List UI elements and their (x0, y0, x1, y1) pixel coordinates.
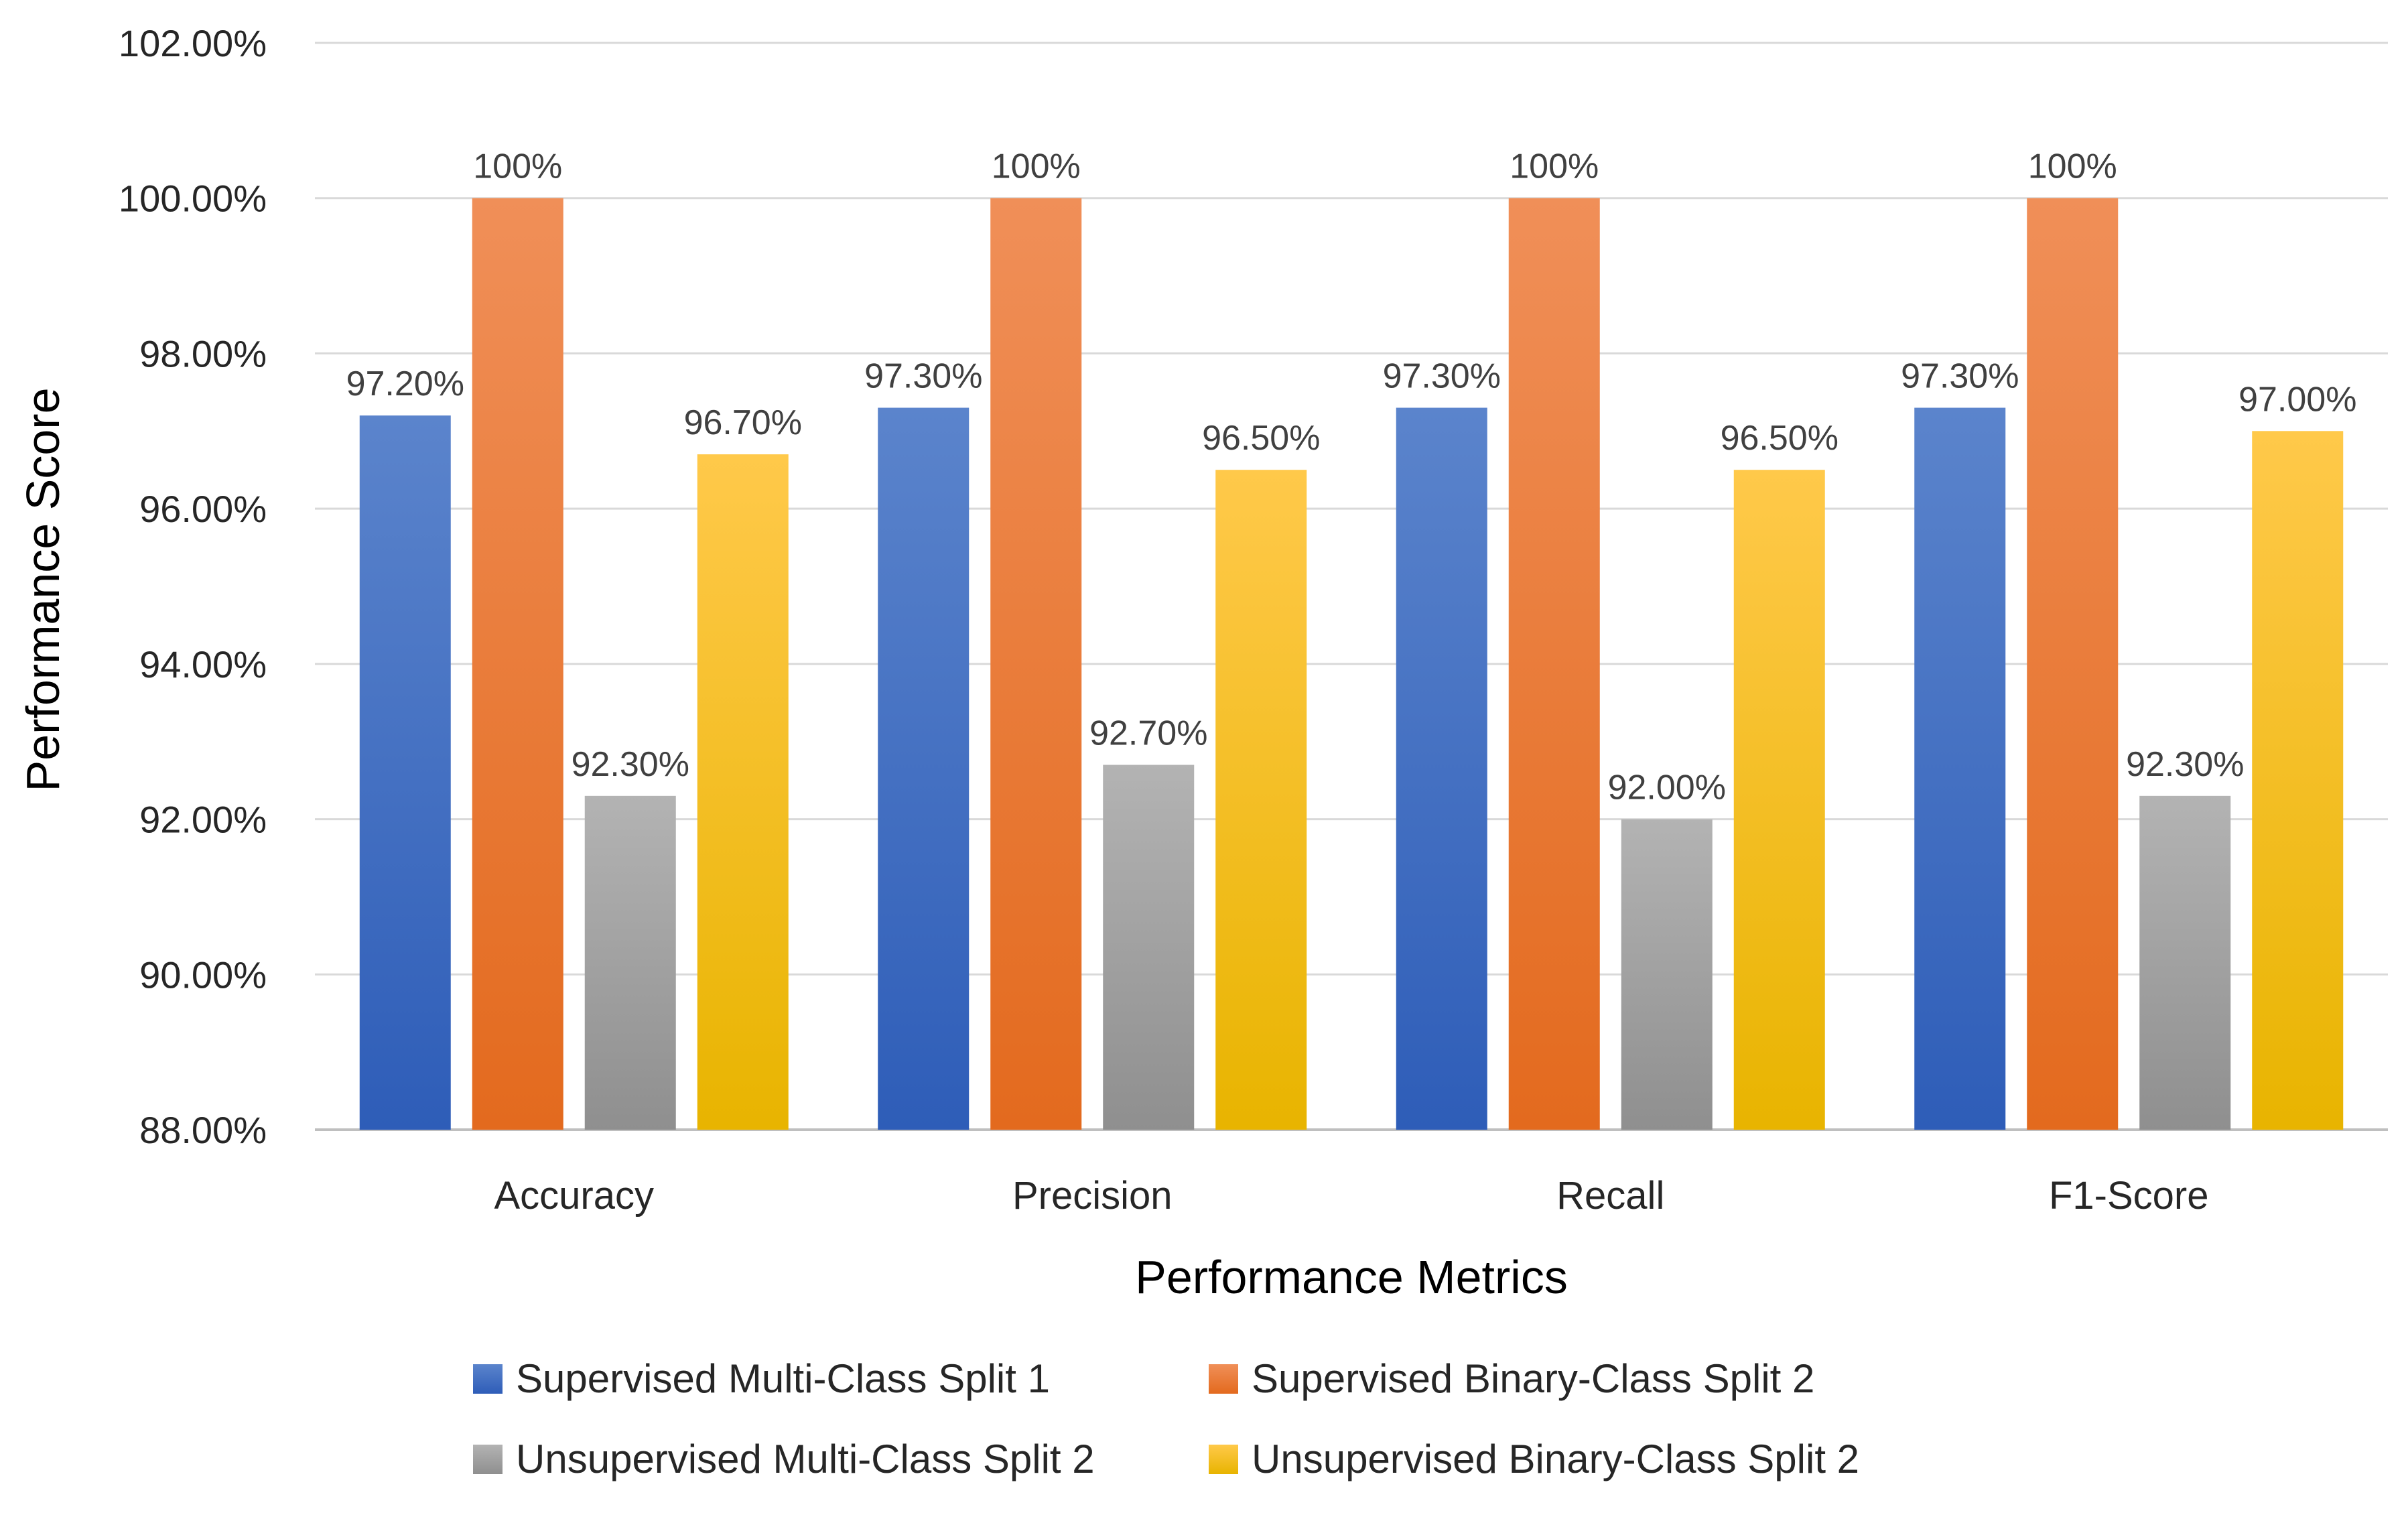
y-tick-label: 92.00% (139, 799, 267, 841)
y-tick-label: 102.00% (119, 22, 267, 64)
data-label: 100% (473, 147, 562, 186)
x-axis-title: Performance Metrics (1135, 1251, 1568, 1303)
legend-label: Supervised Multi-Class Split 1 (516, 1356, 1050, 1401)
y-tick-label: 94.00% (139, 643, 267, 685)
x-category-label: Precision (1012, 1174, 1173, 1217)
x-axis-categories: Accuracy Precision Recall F1-Score (494, 1174, 2208, 1217)
data-label: 100% (1510, 147, 1599, 186)
bar (359, 415, 451, 1130)
x-category-label: Recall (1556, 1174, 1664, 1217)
bar (1621, 819, 1713, 1130)
bar (697, 454, 789, 1130)
bar (584, 795, 676, 1130)
data-label: 92.30% (2126, 745, 2244, 784)
y-tick-label: 100.00% (119, 178, 267, 220)
data-label: 97.30% (864, 357, 982, 396)
legend-item: Supervised Multi-Class Split 1 (473, 1356, 1050, 1401)
data-label: 96.50% (1202, 419, 1320, 458)
legend: Supervised Multi-Class Split 1 Supervised… (473, 1356, 1859, 1481)
bar (1215, 470, 1307, 1130)
legend-swatch (473, 1445, 503, 1474)
x-category-label: F1-Score (2049, 1174, 2209, 1217)
bar (2139, 795, 2231, 1130)
y-axis-title: Performance Score (17, 387, 69, 791)
data-label: 96.50% (1721, 419, 1838, 458)
bar (878, 407, 969, 1130)
data-label: 100% (992, 147, 1081, 186)
bar (1508, 198, 1600, 1130)
bar (472, 198, 563, 1130)
legend-label: Supervised Binary-Class Split 2 (1252, 1356, 1814, 1401)
legend-label: Unsupervised Multi-Class Split 2 (516, 1437, 1095, 1481)
bar (2252, 431, 2344, 1130)
y-tick-label: 96.00% (139, 488, 267, 530)
data-label: 97.30% (1901, 357, 2019, 396)
y-axis-ticks: 88.00% 90.00% 92.00% 94.00% 96.00% 98.00% 100.… (119, 22, 267, 1151)
data-label: 97.20% (346, 365, 464, 403)
legend-swatch (473, 1364, 503, 1394)
legend-item: Unsupervised Multi-Class Split 2 (473, 1437, 1095, 1481)
bars (359, 198, 2344, 1130)
y-tick-label: 90.00% (139, 953, 267, 996)
bar (990, 198, 1082, 1130)
bar (2027, 198, 2119, 1130)
bar (1733, 470, 1825, 1130)
y-tick-label: 88.00% (139, 1109, 267, 1151)
legend-swatch (1209, 1445, 1238, 1474)
y-tick-label: 98.00% (139, 332, 267, 375)
data-label: 92.30% (572, 745, 689, 784)
legend-item: Unsupervised Binary-Class Split 2 (1209, 1437, 1859, 1481)
data-label: 92.70% (1089, 714, 1207, 752)
legend-swatch (1209, 1364, 1238, 1394)
bar (1396, 407, 1487, 1130)
x-category-label: Accuracy (494, 1174, 654, 1217)
data-label: 97.30% (1383, 357, 1501, 396)
legend-label: Unsupervised Binary-Class Split 2 (1252, 1437, 1859, 1481)
bar (1103, 765, 1195, 1130)
legend-item: Supervised Binary-Class Split 2 (1209, 1356, 1814, 1401)
data-label: 92.00% (1608, 769, 1726, 807)
data-label: 97.00% (2238, 380, 2356, 419)
bar (1914, 407, 2006, 1130)
data-labels: 97.20% 100% 92.30% 96.70% 97.30% 100% 92.70% 96… (346, 147, 2357, 807)
data-label: 100% (2028, 147, 2117, 186)
data-label: 96.70% (684, 403, 802, 442)
